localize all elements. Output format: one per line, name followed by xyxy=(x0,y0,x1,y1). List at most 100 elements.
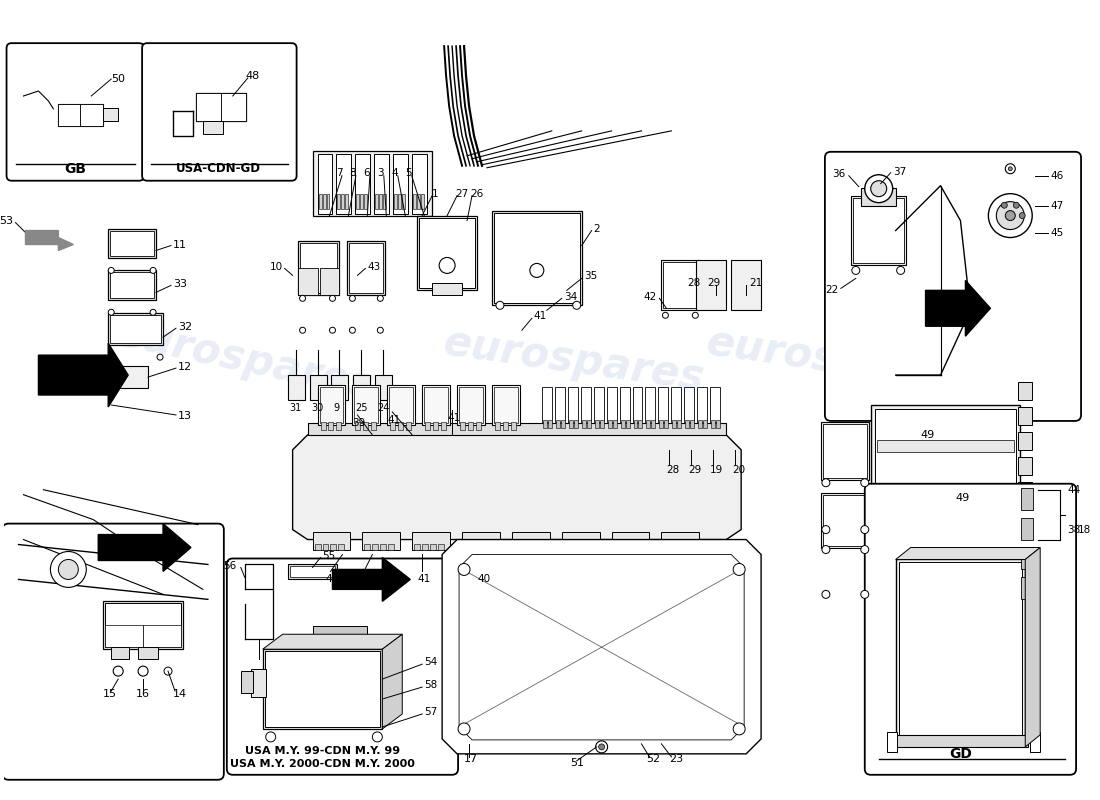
Bar xyxy=(337,422,341,430)
Bar xyxy=(110,273,154,298)
Bar xyxy=(663,543,670,550)
Circle shape xyxy=(299,295,306,302)
Bar xyxy=(1019,432,1032,450)
Bar xyxy=(895,559,1025,739)
Circle shape xyxy=(139,666,148,676)
Bar xyxy=(462,531,499,550)
Text: 34: 34 xyxy=(563,292,578,302)
Bar xyxy=(110,230,154,257)
Bar xyxy=(432,283,462,295)
Bar xyxy=(196,93,245,121)
Circle shape xyxy=(861,478,869,486)
Text: 29: 29 xyxy=(689,465,702,474)
Bar xyxy=(548,420,552,428)
Text: 28: 28 xyxy=(688,278,701,288)
Bar xyxy=(476,422,481,430)
Text: 15: 15 xyxy=(103,689,118,699)
Text: 48: 48 xyxy=(245,71,260,81)
Text: 54: 54 xyxy=(425,657,438,667)
Circle shape xyxy=(164,667,172,675)
Bar xyxy=(503,422,508,430)
FancyBboxPatch shape xyxy=(142,43,297,181)
Bar xyxy=(871,405,1021,590)
Bar xyxy=(356,194,360,209)
Bar xyxy=(495,422,499,430)
Text: 33: 33 xyxy=(173,279,187,290)
Circle shape xyxy=(108,267,114,274)
Text: eurospares: eurospares xyxy=(704,321,970,399)
Text: 26: 26 xyxy=(470,189,483,198)
Bar xyxy=(574,420,578,428)
Text: 27: 27 xyxy=(455,189,469,198)
Circle shape xyxy=(350,327,355,334)
Bar xyxy=(696,261,726,310)
Bar xyxy=(614,543,619,550)
Bar xyxy=(441,422,447,430)
Text: 41: 41 xyxy=(387,415,400,425)
Text: 6: 6 xyxy=(364,168,371,178)
Polygon shape xyxy=(459,554,745,740)
Polygon shape xyxy=(263,634,403,649)
Bar xyxy=(108,314,163,345)
Bar xyxy=(646,387,656,422)
Bar xyxy=(341,194,344,209)
Circle shape xyxy=(822,590,829,598)
FancyBboxPatch shape xyxy=(865,484,1076,774)
Circle shape xyxy=(108,354,114,360)
Bar xyxy=(893,735,1028,747)
Bar xyxy=(716,420,720,428)
Bar xyxy=(861,188,895,206)
Text: 41: 41 xyxy=(417,574,430,585)
Bar xyxy=(108,270,156,300)
Circle shape xyxy=(150,310,156,315)
Bar xyxy=(58,104,103,126)
Bar xyxy=(494,387,518,423)
Text: 35: 35 xyxy=(584,271,597,282)
Bar xyxy=(671,543,678,550)
Bar xyxy=(419,218,475,288)
Circle shape xyxy=(458,723,470,735)
Text: 17: 17 xyxy=(464,754,478,764)
Bar xyxy=(619,387,629,422)
Bar xyxy=(308,423,726,435)
Bar xyxy=(388,543,394,550)
Bar xyxy=(600,420,604,428)
Text: 31: 31 xyxy=(289,403,301,413)
Circle shape xyxy=(1001,202,1008,208)
Circle shape xyxy=(439,258,455,274)
Bar xyxy=(678,420,681,428)
Bar xyxy=(339,543,344,550)
Bar xyxy=(406,422,411,430)
Bar xyxy=(354,387,378,423)
Bar xyxy=(582,420,585,428)
Text: GB: GB xyxy=(64,162,86,176)
Bar xyxy=(512,531,550,550)
Bar xyxy=(874,409,1016,586)
Polygon shape xyxy=(1025,547,1041,747)
Circle shape xyxy=(692,312,698,318)
Bar xyxy=(374,154,389,214)
Bar xyxy=(299,242,338,294)
Circle shape xyxy=(1020,213,1025,218)
Bar xyxy=(821,422,869,480)
Bar xyxy=(387,385,415,425)
Bar xyxy=(712,420,715,428)
Bar xyxy=(852,198,903,263)
Circle shape xyxy=(58,559,78,579)
Bar xyxy=(375,375,393,400)
Text: 39: 39 xyxy=(352,418,365,428)
Circle shape xyxy=(1013,202,1020,208)
Bar xyxy=(1021,547,1033,570)
Bar xyxy=(355,154,371,214)
Bar xyxy=(638,420,642,428)
Text: 46: 46 xyxy=(1050,170,1064,181)
Bar xyxy=(569,420,573,428)
Bar xyxy=(352,385,381,425)
Bar xyxy=(196,93,221,121)
Bar xyxy=(823,494,867,546)
Bar xyxy=(568,387,578,422)
Text: 45: 45 xyxy=(1050,227,1064,238)
Circle shape xyxy=(822,526,829,534)
Bar xyxy=(661,261,700,310)
Bar xyxy=(111,647,129,659)
